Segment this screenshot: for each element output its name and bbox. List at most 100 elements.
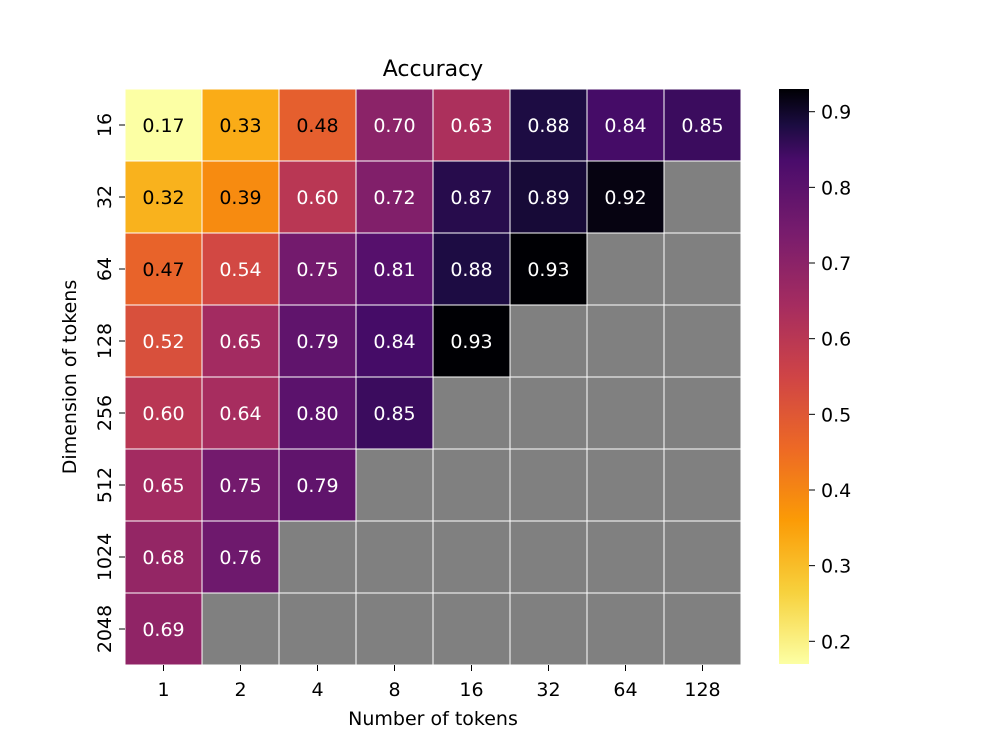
heatmap-cell-empty bbox=[663, 232, 742, 306]
heatmap-cell-empty bbox=[586, 304, 665, 378]
cell-value-label: 0.54 bbox=[219, 259, 261, 281]
colorbar-tick-label: 0.9 bbox=[821, 102, 851, 124]
cell-value-label: 0.81 bbox=[373, 259, 415, 281]
heatmap-cells bbox=[124, 88, 742, 666]
cell-value-label: 0.65 bbox=[142, 475, 184, 497]
cell-value-label: 0.52 bbox=[142, 331, 184, 353]
cell-value-label: 0.47 bbox=[142, 259, 184, 281]
heatmap-cell-empty bbox=[586, 592, 665, 666]
heatmap-cell-empty bbox=[586, 520, 665, 594]
heatmap-cell-empty bbox=[663, 520, 742, 594]
heatmap-cell-empty bbox=[663, 160, 742, 234]
cell-value-label: 0.39 bbox=[219, 187, 261, 209]
heatmap-cell-empty bbox=[586, 232, 665, 306]
heatmap-cell-empty bbox=[509, 376, 588, 450]
x-tick-label: 2 bbox=[234, 679, 246, 701]
cell-value-label: 0.93 bbox=[450, 331, 492, 353]
heatmap-cell-empty bbox=[432, 448, 511, 522]
x-tick-label: 4 bbox=[311, 679, 323, 701]
cell-value-label: 0.33 bbox=[219, 115, 261, 137]
heatmap-cell bbox=[509, 88, 588, 162]
heatmap-cell bbox=[201, 520, 280, 594]
x-tick-label: 16 bbox=[459, 679, 483, 701]
heatmap-cell bbox=[124, 88, 203, 162]
x-axis-ticks: 1 2 4 8 16 32 64 128 bbox=[157, 665, 721, 701]
x-tick-label: 64 bbox=[613, 679, 637, 701]
cell-value-label: 0.69 bbox=[142, 619, 184, 641]
cell-value-label: 0.84 bbox=[604, 115, 646, 137]
y-axis-label: Dimension of tokens bbox=[59, 280, 81, 474]
cell-value-label: 0.88 bbox=[450, 259, 492, 281]
colorbar-ticks: 0.2 0.3 0.4 0.5 0.6 0.7 0.8 0.9 bbox=[809, 102, 851, 653]
x-axis-label: Number of tokens bbox=[348, 708, 518, 730]
heatmap-cell bbox=[278, 232, 357, 306]
heatmap-cell-empty bbox=[355, 520, 434, 594]
cell-value-label: 0.88 bbox=[527, 115, 569, 137]
colorbar-tick-label: 0.7 bbox=[821, 253, 851, 275]
heatmap-cell bbox=[201, 304, 280, 378]
colorbar-tick-label: 0.8 bbox=[821, 177, 851, 199]
heatmap-cell bbox=[663, 88, 742, 162]
heatmap-cell bbox=[509, 232, 588, 306]
y-tick-label: 128 bbox=[94, 323, 116, 359]
heatmap-cell bbox=[201, 376, 280, 450]
cell-value-label: 0.32 bbox=[142, 187, 184, 209]
heatmap-cell-empty bbox=[432, 520, 511, 594]
heatmap-cell bbox=[355, 304, 434, 378]
colorbar-tick-label: 0.5 bbox=[821, 404, 851, 426]
colorbar bbox=[779, 89, 809, 664]
y-tick-label: 64 bbox=[94, 257, 116, 281]
y-tick-label: 1024 bbox=[94, 533, 116, 581]
cell-value-label: 0.75 bbox=[296, 259, 338, 281]
cell-value-label: 0.93 bbox=[527, 259, 569, 281]
heatmap-cell bbox=[355, 88, 434, 162]
heatmap-cell bbox=[355, 160, 434, 234]
heatmap-cell-empty bbox=[278, 520, 357, 594]
cell-value-label: 0.72 bbox=[373, 187, 415, 209]
heatmap-cell-empty bbox=[201, 592, 280, 666]
heatmap-cell-empty bbox=[509, 304, 588, 378]
cell-value-label: 0.60 bbox=[296, 187, 338, 209]
cell-value-label: 0.87 bbox=[450, 187, 492, 209]
colorbar-tick-label: 0.3 bbox=[821, 556, 851, 578]
heatmap-cell bbox=[124, 304, 203, 378]
heatmap-cell-empty bbox=[509, 592, 588, 666]
heatmap-cell-empty bbox=[509, 448, 588, 522]
colorbar-tick-label: 0.4 bbox=[821, 480, 851, 502]
heatmap-cell bbox=[201, 88, 280, 162]
heatmap-cell-empty bbox=[432, 376, 511, 450]
cell-value-label: 0.79 bbox=[296, 331, 338, 353]
heatmap-cell-empty bbox=[663, 592, 742, 666]
heatmap-cell bbox=[432, 160, 511, 234]
heatmap-cell bbox=[278, 376, 357, 450]
x-tick-label: 32 bbox=[536, 679, 560, 701]
heatmap-cell bbox=[509, 160, 588, 234]
heatmap-cell-empty bbox=[355, 592, 434, 666]
cell-value-label: 0.70 bbox=[373, 115, 415, 137]
x-tick-label: 1 bbox=[157, 679, 169, 701]
cell-value-label: 0.80 bbox=[296, 403, 338, 425]
cell-value-label: 0.68 bbox=[142, 547, 184, 569]
x-tick-label: 128 bbox=[684, 679, 720, 701]
heatmap-cell bbox=[355, 232, 434, 306]
heatmap-cell-empty bbox=[586, 376, 665, 450]
heatmap-cell bbox=[278, 88, 357, 162]
cell-value-label: 0.85 bbox=[681, 115, 723, 137]
heatmap-cell bbox=[432, 88, 511, 162]
y-tick-label: 2048 bbox=[94, 605, 116, 653]
heatmap-cell bbox=[124, 448, 203, 522]
cell-value-label: 0.84 bbox=[373, 331, 415, 353]
y-axis-ticks: 16 32 64 128 256 512 1024 2048 bbox=[94, 113, 125, 653]
heatmap-cell bbox=[124, 592, 203, 666]
heatmap-cell bbox=[201, 160, 280, 234]
chart-title: Accuracy bbox=[383, 57, 483, 82]
heatmap-cell bbox=[201, 232, 280, 306]
y-tick-label: 512 bbox=[94, 467, 116, 503]
cell-value-label: 0.89 bbox=[527, 187, 569, 209]
cell-value-label: 0.75 bbox=[219, 475, 261, 497]
y-tick-label: 16 bbox=[94, 113, 116, 137]
heatmap-cell-labels: 0.17 0.33 0.48 0.70 0.63 0.88 0.84 0.85 0.32 0.39… bbox=[142, 115, 723, 641]
heatmap-cell-empty bbox=[278, 592, 357, 666]
heatmap-cell-empty bbox=[663, 304, 742, 378]
